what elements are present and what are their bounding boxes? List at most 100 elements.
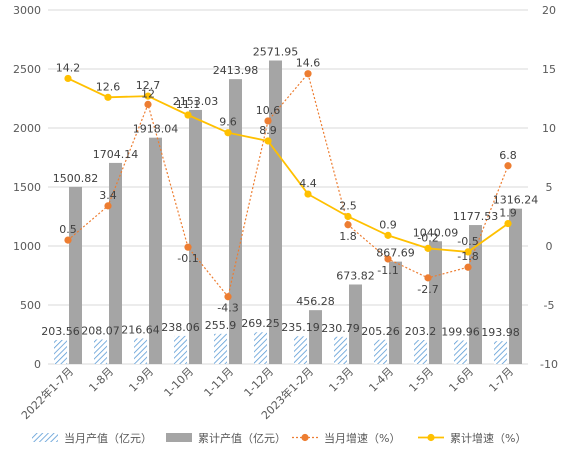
x-tick-label: 1-9月 [126, 365, 156, 395]
legend-swatch-monthly-output [32, 433, 58, 442]
bar-monthly-output [54, 339, 67, 364]
monthly-output-data-label: 216.64 [121, 323, 160, 336]
monthly-growth-point [264, 117, 272, 125]
cumulative-growth-data-label: 1.9 [499, 207, 517, 220]
bar-cumulative-output [309, 310, 322, 364]
x-tick-label: 1-4月 [366, 365, 396, 395]
x-tick-label: 1-12月 [241, 365, 276, 400]
y-right-tick-label: 0 [546, 240, 553, 253]
monthly-growth-data-label: -4.3 [217, 302, 238, 315]
y-left-tick-label: 1500 [13, 181, 41, 194]
bar-monthly-output [294, 336, 307, 364]
x-tick-label: 1-5月 [406, 365, 436, 395]
y-right-tick-label: 20 [542, 4, 556, 17]
cumulative-growth-point [384, 231, 392, 239]
x-tick-label: 1-7月 [486, 365, 516, 395]
monthly-growth-point [224, 293, 232, 301]
monthly-growth-point [184, 243, 192, 251]
monthly-output-data-label: 203.56 [41, 325, 80, 338]
monthly-growth-data-label: 6.8 [499, 149, 517, 162]
monthly-output-data-label: 230.79 [321, 322, 360, 335]
cumulative-growth-point [504, 219, 512, 228]
cumulative-growth-data-label: 8.9 [259, 124, 277, 137]
cumulative-growth-point [464, 248, 472, 256]
monthly-growth-data-label: 12 [141, 87, 155, 100]
legend-label: 累计增速（%） [450, 431, 526, 445]
monthly-output-data-label: 203.2 [405, 325, 437, 338]
cumulative-growth-data-label: 0.9 [379, 218, 397, 231]
cumulative-growth-data-label: 14.2 [56, 61, 81, 74]
bar-monthly-output [494, 341, 507, 364]
bar-monthly-output [214, 333, 227, 364]
y-right-tick-label: -5 [544, 299, 555, 312]
cumulative-growth-point [304, 190, 312, 198]
bar-monthly-output [254, 332, 267, 364]
monthly-growth-data-label: -1.8 [457, 250, 478, 263]
legend-label: 当月产值（亿元） [64, 431, 152, 445]
monthly-growth-point [504, 162, 512, 170]
monthly-output-data-label: 235.19 [281, 321, 320, 334]
x-tick-label: 2022年1-7月 [18, 364, 76, 422]
cumulative-growth-point [424, 244, 432, 252]
cumulative-growth-point [104, 93, 112, 101]
legend-swatch-cumulative-output [166, 433, 192, 442]
x-axis-ticks: 2022年1-7月 1-8月 1-9月 1-10月 1-11月 1-12月2023年1-2… [18, 364, 516, 422]
cumulative-growth-data-label: 2.5 [339, 200, 357, 213]
legend-marker-monthly-growth [301, 433, 309, 442]
cumulative-growth-data-label: -0.5 [457, 235, 478, 248]
legend-label: 当月增速（%） [324, 431, 400, 445]
data-labels: 203.56 1500.82 208.07 1704.14 216.64 1918.04 2… [41, 46, 538, 340]
bar-cumulative-output [269, 60, 282, 365]
bar-cumulative-output [229, 79, 242, 364]
cumulative-output-data-label: 1918.04 [133, 123, 179, 136]
monthly-growth-point [344, 221, 352, 229]
cumulative-growth-data-label: 9.6 [219, 116, 237, 129]
x-tick-label: 1-10月 [161, 365, 196, 400]
bar-monthly-output [134, 338, 147, 364]
bar-monthly-output [94, 339, 107, 364]
y-right-tick-label: 10 [542, 122, 556, 135]
monthly-output-data-label: 193.98 [481, 326, 520, 339]
cumulative-output-data-label: 2571.95 [253, 46, 299, 59]
cumulative-output-data-label: 2153.03 [173, 95, 219, 108]
y-left-tick-label: 1000 [13, 240, 41, 253]
left-axis-ticks: 0 500 1000 1500 2000 2500 3000 [13, 4, 41, 371]
bar-cumulative-output [389, 261, 402, 364]
monthly-growth-point [144, 100, 152, 108]
x-tick-label: 1-6月 [446, 365, 476, 395]
monthly-growth-data-label: 10.6 [256, 104, 281, 117]
bar-cumulative-output [109, 162, 122, 364]
y-left-tick-label: 2500 [13, 63, 41, 76]
monthly-growth-point [384, 255, 392, 263]
monthly-output-data-label: 255.9 [205, 319, 237, 332]
cumulative-output-data-label: 1704.14 [93, 148, 139, 161]
legend-label: 累计产值（亿元） [198, 431, 286, 445]
bar-cumulative-output [469, 225, 482, 364]
bar-cumulative-output [149, 137, 162, 364]
bars [54, 60, 522, 365]
cumulative-output-data-label: 456.28 [296, 295, 335, 308]
monthly-growth-data-label: 1.8 [339, 230, 357, 243]
monthly-growth-point [104, 202, 112, 210]
x-tick-label: 1-3月 [326, 365, 356, 395]
legend: 当月产值（亿元） 累计产值（亿元） 当月增速（%） 累计增速（%） [32, 431, 526, 445]
gridlines [48, 9, 528, 365]
y-right-tick-label: -10 [540, 358, 558, 371]
cumulative-growth-data-label: 12.6 [96, 80, 121, 93]
monthly-growth-point [464, 263, 472, 271]
cumulative-growth-point [144, 92, 152, 100]
monthly-growth-data-label: -1.1 [377, 264, 398, 277]
monthly-growth-data-label: 14.6 [296, 57, 321, 70]
cumulative-output-data-label: 2413.98 [213, 64, 259, 77]
cumulative-growth-data-label: 4.4 [299, 177, 317, 190]
cumulative-output-data-label: 673.82 [336, 269, 375, 282]
monthly-output-data-label: 205.26 [361, 325, 400, 338]
y-right-tick-label: 15 [542, 63, 556, 76]
cumulative-growth-point [344, 212, 352, 221]
cumulative-output-data-label: 1040.09 [413, 226, 459, 239]
y-left-tick-label: 500 [20, 299, 41, 312]
bar-monthly-output [174, 335, 187, 364]
monthly-growth-data-label: -2.7 [417, 283, 438, 296]
